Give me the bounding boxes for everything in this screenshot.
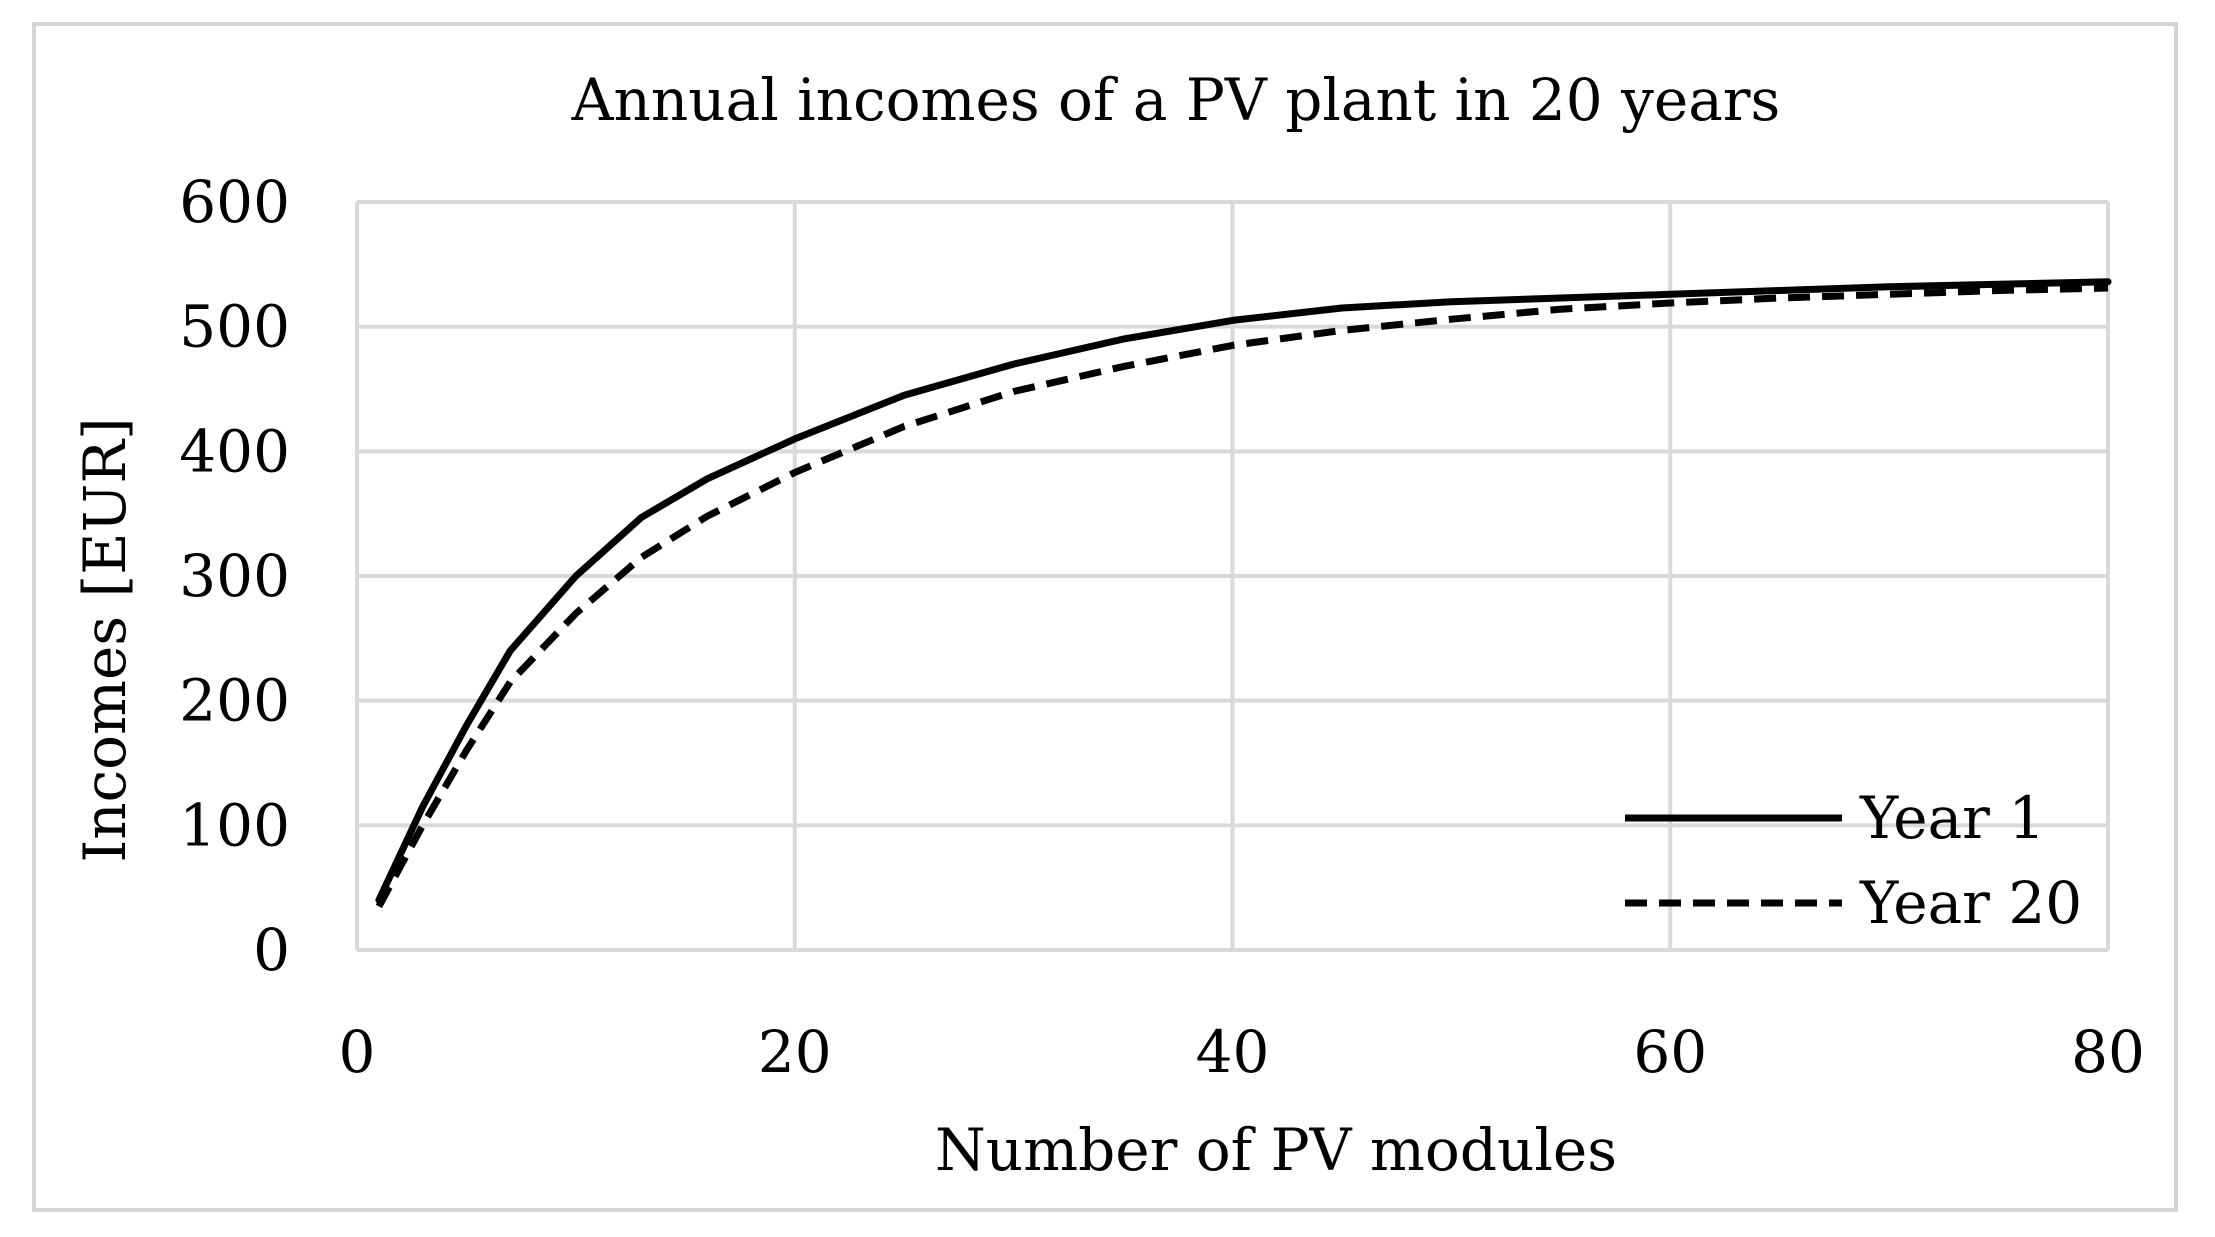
y-tick-label: 300 [179,542,290,610]
y-tick-label: 0 [253,916,290,984]
x-axis-label: Number of PV modules [935,1116,1617,1184]
legend-label-1: Year 1 [1859,784,2045,852]
legend: Year 1 Year 20 [1625,784,2082,937]
gridlines [355,200,2110,952]
x-tick-label: 40 [1196,1018,1270,1086]
y-axis-label: Incomes [EUR] [71,417,139,862]
y-tick-label: 100 [179,791,290,859]
series-line-1 [375,278,2112,904]
y-tick-label: 500 [179,293,290,361]
series-line-2 [375,284,2109,909]
chart-frame [32,22,2178,1212]
x-tick-label: 20 [758,1018,832,1086]
y-tick-label: 600 [179,168,290,236]
y-tick-label: 400 [179,417,290,485]
y-tick-labels: 0 100 200 300 400 500 600 [179,168,290,984]
x-tick-labels: 0 20 40 60 80 [339,1018,2145,1086]
y-tick-label: 200 [179,667,290,735]
chart-title: Annual incomes of a PV plant in 20 years [571,66,1781,134]
x-tick-label: 0 [339,1018,376,1086]
x-tick-label: 80 [2071,1018,2145,1086]
legend-label-2: Year 20 [1859,869,2082,937]
x-tick-label: 60 [1633,1018,1707,1086]
series-lines [375,278,2112,909]
